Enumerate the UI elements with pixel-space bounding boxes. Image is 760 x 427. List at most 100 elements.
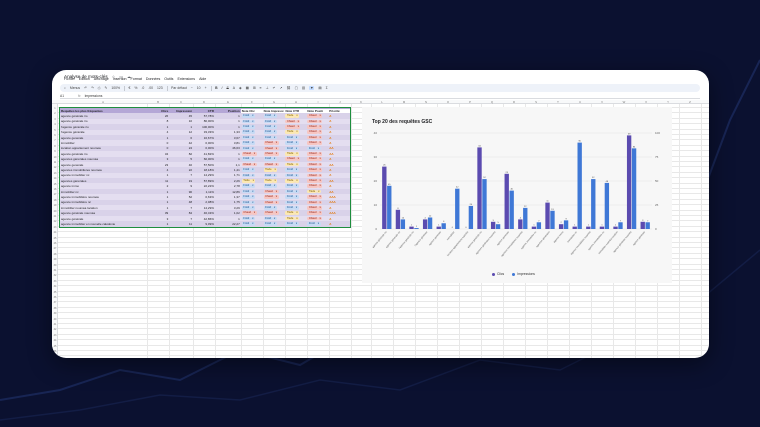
- ctr-cell[interactable]: 14,29%: [203, 205, 214, 210]
- impressions-cell[interactable]: 22: [188, 167, 193, 172]
- column-header[interactable]: N: [424, 100, 428, 104]
- row-header[interactable]: 27: [53, 247, 57, 251]
- chevron-down-icon[interactable]: ▾: [316, 189, 322, 194]
- note-cell[interactable]: Froid ▾: [263, 157, 285, 161]
- note-cell[interactable]: Froid ▾: [241, 195, 263, 199]
- italic-icon[interactable]: I: [221, 86, 223, 90]
- chevron-down-icon[interactable]: ▾: [318, 211, 323, 215]
- row-header[interactable]: 10: [53, 155, 57, 159]
- query-cell[interactable]: agences générales nouméa: [61, 157, 99, 162]
- row-header[interactable]: 39: [53, 312, 57, 316]
- impressions-cell[interactable]: 90: [188, 189, 193, 194]
- note-cell[interactable]: Chaud ▾: [306, 130, 328, 135]
- priority-cell[interactable]: A: [329, 184, 332, 189]
- row-header[interactable]: 44: [53, 339, 57, 343]
- note-cell[interactable]: Chaud ▾: [306, 195, 328, 199]
- chevron-down-icon[interactable]: ▾: [296, 119, 301, 124]
- chevron-down-icon[interactable]: ▾: [272, 173, 277, 178]
- chevron-down-icon[interactable]: ▾: [316, 222, 321, 226]
- chevron-down-icon[interactable]: ▾: [318, 178, 323, 183]
- column-header[interactable]: T: [557, 100, 559, 104]
- note-cell[interactable]: Froid ▾: [241, 114, 263, 118]
- chevron-down-icon[interactable]: ▾: [250, 168, 255, 172]
- row-header[interactable]: 46: [53, 350, 57, 353]
- wrap-icon[interactable]: ↵: [272, 86, 276, 90]
- note-cell[interactable]: Froid ▾: [284, 141, 306, 145]
- ctr-cell[interactable]: 57,50%: [203, 162, 214, 167]
- chevron-down-icon[interactable]: ▾: [294, 205, 299, 210]
- cell-reference[interactable]: A1: [60, 93, 65, 98]
- note-chip-dropdown[interactable]: Froid: [285, 173, 295, 178]
- note-cell[interactable]: Froid ▾: [241, 184, 263, 188]
- column-header[interactable]: J: [339, 100, 341, 104]
- borders-icon[interactable]: ▦: [245, 86, 249, 90]
- chevron-down-icon[interactable]: ▾: [318, 114, 323, 118]
- note-chip-dropdown[interactable]: Froid: [307, 222, 317, 226]
- impressions-cell[interactable]: 5: [190, 157, 193, 162]
- chevron-down-icon[interactable]: ▾: [272, 119, 277, 124]
- row-header[interactable]: 45: [53, 344, 57, 348]
- clicks-cell[interactable]: 11: [165, 178, 169, 183]
- note-cell[interactable]: Chaud ▾: [306, 168, 328, 172]
- row-header[interactable]: 26: [53, 242, 57, 245]
- row-header[interactable]: 2: [54, 112, 56, 116]
- query-cell[interactable]: l'agence générale: [61, 130, 85, 135]
- row-header[interactable]: 11: [53, 161, 57, 164]
- note-cell[interactable]: Chaud ▾: [306, 114, 328, 118]
- note-chip-dropdown[interactable]: Froid: [241, 195, 251, 199]
- valign-icon[interactable]: ⊥: [265, 86, 269, 90]
- note-cell[interactable]: Froid ▾: [284, 195, 306, 199]
- query-cell[interactable]: agence générale nouméa: [61, 211, 96, 216]
- note-chip-dropdown[interactable]: Chaud: [307, 195, 318, 199]
- ctr-cell[interactable]: 41,82%: [203, 151, 214, 156]
- ctr-cell[interactable]: 80,00%: [203, 119, 214, 124]
- chevron-down-icon[interactable]: ▾: [294, 146, 299, 151]
- note-chip-dropdown[interactable]: Chaud: [241, 211, 253, 215]
- redo-icon[interactable]: ↷: [90, 86, 94, 90]
- column-header[interactable]: V: [601, 100, 603, 104]
- note-cell[interactable]: Froid ▾: [241, 222, 263, 226]
- note-chip-dropdown[interactable]: Froid: [285, 184, 295, 188]
- font-size-input[interactable]: 10: [196, 86, 201, 90]
- ctr-cell[interactable]: 9,09%: [205, 221, 214, 226]
- note-chip-dropdown[interactable]: Froid: [241, 205, 251, 210]
- note-cell[interactable]: Tiède ▾: [284, 178, 306, 183]
- legend-item-impressions[interactable]: Impressions: [512, 272, 535, 276]
- note-chip-dropdown[interactable]: Froid: [241, 125, 251, 129]
- query-cell[interactable]: l'agence générale rio: [61, 124, 89, 129]
- note-cell[interactable]: Froid ▾: [263, 184, 285, 188]
- priority-cell[interactable]: AAA: [329, 211, 336, 216]
- chevron-down-icon[interactable]: ▾: [294, 189, 299, 194]
- row-header[interactable]: 24: [53, 231, 57, 235]
- note-cell[interactable]: Tiède ▾: [263, 178, 285, 183]
- clicks-cell[interactable]: 0: [166, 146, 169, 151]
- clicks-cell[interactable]: 8: [166, 119, 169, 124]
- note-cell[interactable]: Tiède ▾: [284, 211, 306, 215]
- position-cell[interactable]: 1,1: [235, 162, 240, 167]
- clicks-cell[interactable]: 2: [166, 184, 169, 189]
- ctr-cell[interactable]: 57,89%: [203, 178, 214, 183]
- query-cell[interactable]: immobilier nc: [61, 189, 79, 194]
- chevron-down-icon[interactable]: ▾: [294, 216, 300, 221]
- currency-button[interactable]: €: [128, 86, 131, 90]
- number-format-button[interactable]: 123: [156, 86, 163, 90]
- query-cell[interactable]: agence générale rio: [61, 114, 88, 119]
- chevron-down-icon[interactable]: ▾: [272, 114, 277, 118]
- position-cell[interactable]: 1: [238, 151, 240, 156]
- row-header[interactable]: 13: [53, 171, 57, 175]
- column-header[interactable]: A: [102, 100, 104, 104]
- chevron-down-icon[interactable]: ▾: [318, 125, 323, 129]
- chevron-down-icon[interactable]: ▾: [274, 195, 279, 199]
- chevron-down-icon[interactable]: ▾: [252, 211, 257, 215]
- row-header[interactable]: 43: [53, 333, 57, 337]
- clicks-cell[interactable]: 3: [166, 216, 169, 221]
- note-cell[interactable]: Chaud ▾: [306, 119, 328, 124]
- rotate-icon[interactable]: ↗: [279, 86, 283, 90]
- row-header[interactable]: 4: [54, 123, 56, 127]
- note-chip-dropdown[interactable]: Froid: [263, 114, 273, 118]
- row-header[interactable]: 30: [53, 263, 57, 267]
- note-chip-dropdown[interactable]: Froid: [285, 195, 295, 199]
- note-chip-dropdown[interactable]: Froid: [263, 130, 273, 135]
- paint-format-icon[interactable]: ✎: [104, 86, 108, 90]
- note-cell[interactable]: Chaud ▾: [306, 205, 328, 210]
